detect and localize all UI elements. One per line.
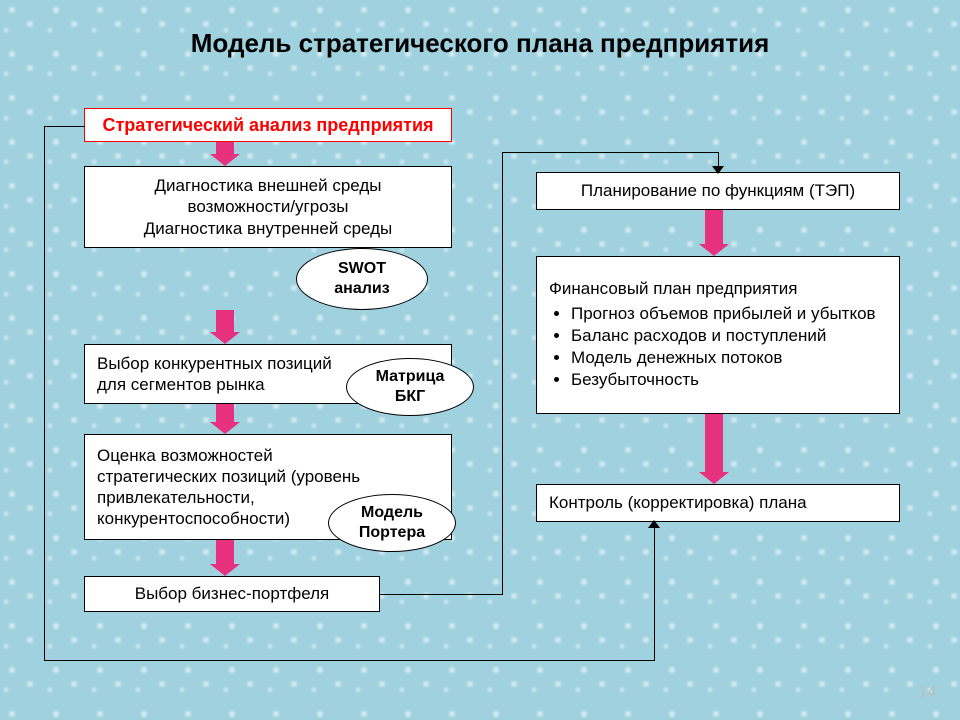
arrow-diag-to-swot xyxy=(216,310,234,332)
fin-title: Финансовый план предприятия xyxy=(549,278,887,299)
line: анализ xyxy=(334,279,389,299)
arrow-comp-to-eval xyxy=(216,404,234,422)
ellipse-text: SWOT анализ xyxy=(334,259,389,299)
box-diagnostics: Диагностика внешней среды возможности/уг… xyxy=(84,166,452,248)
ellipse-bcg: Матрица БКГ xyxy=(346,358,474,416)
bullet: Прогноз объемов прибылей и убытков xyxy=(571,304,887,324)
line: стратегических позиций (уровень xyxy=(97,466,360,487)
box-text: Контроль (корректировка) плана xyxy=(549,493,807,513)
connector-segment xyxy=(380,594,503,595)
arrow-fin-to-control-head xyxy=(699,472,729,484)
box-multiline: Выбор конкурентных позиций для сегментов… xyxy=(97,353,332,396)
connector-segment xyxy=(44,660,655,661)
line: Оценка возможностей xyxy=(97,445,360,466)
connector-segment xyxy=(654,522,655,661)
arrow-planning-to-fin xyxy=(705,210,723,244)
arrow-eval-to-portfolio xyxy=(216,540,234,564)
box-strategic-analysis: Стратегический анализ предприятия xyxy=(84,108,452,142)
connector-segment xyxy=(44,126,45,661)
line: привлекательности, xyxy=(97,487,360,508)
line: Диагностика внешней среды xyxy=(144,175,393,196)
arrow-eval-to-portfolio-head xyxy=(210,564,240,576)
connector-segment xyxy=(502,152,503,595)
ellipse-porter: Модель Портера xyxy=(328,494,456,552)
line: возможности/угрозы xyxy=(144,196,393,217)
box-multiline: Оценка возможностей стратегических позиц… xyxy=(97,445,360,530)
box-business-portfolio: Выбор бизнес-портфеля xyxy=(84,576,380,612)
bullet: Безубыточность xyxy=(571,370,887,390)
ellipse-text: Матрица БКГ xyxy=(376,367,445,407)
box-financial-plan: Финансовый план предприятия Прогноз объе… xyxy=(536,256,900,414)
arrow-strategic-to-diag-head xyxy=(210,154,240,166)
arrow-fin-to-control xyxy=(705,414,723,472)
page-number: 14 xyxy=(918,684,936,702)
box-planning-functions: Планирование по функциям (ТЭП) xyxy=(536,172,900,210)
ellipse-swot: SWOT анализ xyxy=(296,248,428,310)
box-text: Стратегический анализ предприятия xyxy=(102,115,433,136)
slide-title: Модель стратегического плана предприятия xyxy=(0,28,960,59)
ellipse-text: Модель Портера xyxy=(359,503,425,543)
fin-bullets: Прогноз объемов прибылей и убытков Балан… xyxy=(549,304,887,390)
line: Матрица xyxy=(376,367,445,387)
line: Диагностика внутренней среды xyxy=(144,218,393,239)
bullet: Модель денежных потоков xyxy=(571,348,887,368)
bullet: Баланс расходов и поступлений xyxy=(571,326,887,346)
connector-arrowhead xyxy=(712,166,724,174)
line: Модель xyxy=(359,503,425,523)
box-text: Выбор бизнес-портфеля xyxy=(135,584,330,604)
line: SWOT xyxy=(334,259,389,279)
arrow-comp-to-eval-head xyxy=(210,422,240,434)
connector-segment xyxy=(44,126,85,127)
line: для сегментов рынка xyxy=(97,374,332,395)
arrow-diag-to-swot-head xyxy=(210,332,240,344)
box-multiline: Диагностика внешней среды возможности/уг… xyxy=(144,175,393,239)
connector-segment xyxy=(502,152,719,153)
arrow-strategic-to-diag xyxy=(216,142,234,154)
line: Выбор конкурентных позиций xyxy=(97,353,332,374)
box-content: Финансовый план предприятия Прогноз объе… xyxy=(549,278,887,391)
line: БКГ xyxy=(376,387,445,407)
line: конкурентоспособности) xyxy=(97,508,360,529)
box-text: Планирование по функциям (ТЭП) xyxy=(581,181,855,201)
connector-arrowhead xyxy=(648,520,660,528)
arrow-planning-to-fin-head xyxy=(699,244,729,256)
box-control-plan: Контроль (корректировка) плана xyxy=(536,484,900,522)
line: Портера xyxy=(359,523,425,543)
